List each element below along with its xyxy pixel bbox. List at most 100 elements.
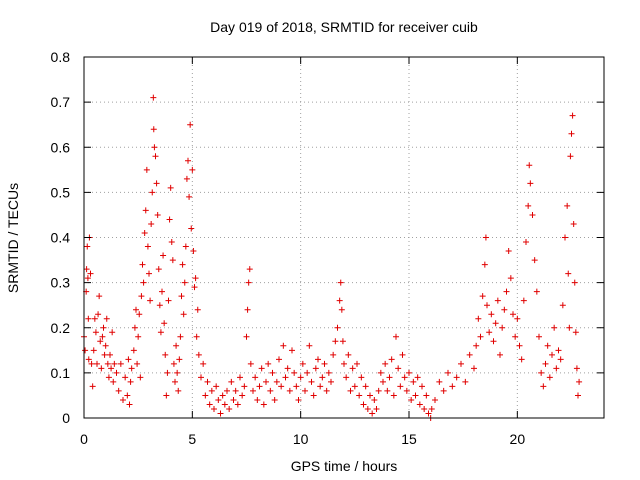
data-point [538, 370, 544, 376]
y-tick-label: 0.3 [51, 275, 71, 291]
data-point [198, 374, 204, 380]
data-point [111, 361, 117, 367]
data-point [436, 379, 442, 385]
data-point [265, 361, 271, 367]
data-point [157, 302, 163, 308]
data-point [497, 352, 503, 358]
data-point [92, 316, 98, 322]
data-point [358, 374, 364, 380]
data-point [108, 365, 114, 371]
data-point [180, 262, 186, 268]
y-tick-label: 0.1 [51, 365, 71, 381]
data-point [556, 347, 562, 353]
data-point [338, 280, 344, 286]
data-point [173, 343, 179, 349]
data-point [207, 401, 213, 407]
data-point [86, 356, 92, 362]
data-point [449, 383, 455, 389]
data-point [519, 356, 525, 362]
data-point [341, 361, 347, 367]
data-point [410, 379, 416, 385]
data-point [276, 356, 282, 362]
data-point [222, 401, 228, 407]
data-point [241, 383, 247, 389]
data-point [350, 365, 356, 371]
data-point [486, 329, 492, 335]
data-point [248, 361, 254, 367]
data-point [549, 352, 555, 358]
data-point [565, 271, 571, 277]
data-point [361, 401, 367, 407]
data-point [495, 298, 501, 304]
data-point [348, 388, 354, 394]
data-point [120, 397, 126, 403]
y-tick-label: 0.8 [51, 49, 71, 65]
data-point [501, 307, 507, 313]
data-point [237, 374, 243, 380]
data-point [569, 131, 575, 137]
data-point [367, 392, 373, 398]
data-point [220, 392, 226, 398]
data-point [188, 225, 194, 231]
data-point [499, 325, 505, 331]
data-point [226, 406, 232, 412]
data-point [363, 383, 369, 389]
data-point [194, 334, 200, 340]
y-tick-label: 0 [62, 410, 70, 426]
data-point [185, 158, 191, 164]
x-axis-label: GPS time / hours [291, 458, 398, 474]
tick-labels: 00.10.20.30.40.50.60.70.805101520 [51, 49, 526, 447]
data-point [415, 374, 421, 380]
data-point [315, 356, 321, 362]
data-point [254, 397, 260, 403]
data-point [572, 280, 578, 286]
data-point [105, 361, 111, 367]
data-point [252, 374, 258, 380]
data-point [211, 406, 217, 412]
data-point [122, 374, 128, 380]
data-point [190, 248, 196, 254]
data-point [147, 298, 153, 304]
data-point [576, 379, 582, 385]
data-point [177, 334, 183, 340]
data-point [421, 406, 427, 412]
data-point [110, 379, 116, 385]
data-point [187, 122, 193, 128]
data-point [340, 338, 346, 344]
data-point [98, 365, 104, 371]
data-point [352, 383, 358, 389]
data-point [532, 257, 538, 263]
data-point [384, 388, 390, 394]
data-point [510, 311, 516, 317]
data-point [200, 361, 206, 367]
data-point [298, 374, 304, 380]
data-point [141, 280, 147, 286]
data-point [103, 343, 109, 349]
data-point [246, 280, 252, 286]
data-point [261, 401, 267, 407]
data-point [547, 374, 553, 380]
y-tick-label: 0.2 [51, 320, 71, 336]
data-point [154, 180, 160, 186]
data-point [145, 244, 151, 250]
data-point [419, 383, 425, 389]
data-point [169, 239, 175, 245]
data-point [573, 329, 579, 335]
data-point [85, 316, 91, 322]
data-point [101, 325, 107, 331]
data-point [142, 230, 148, 236]
data-point [291, 370, 297, 376]
data-point [82, 347, 88, 353]
y-axis-label: SRMTID / TECUs [5, 183, 21, 293]
data-point [109, 329, 115, 335]
data-point [172, 379, 178, 385]
data-point [263, 379, 269, 385]
data-point [406, 370, 412, 376]
data-point [445, 370, 451, 376]
data-point [137, 374, 143, 380]
data-point [175, 388, 181, 394]
data-point [458, 361, 464, 367]
data-point [302, 388, 308, 394]
data-point [195, 307, 201, 313]
data-point [278, 383, 284, 389]
